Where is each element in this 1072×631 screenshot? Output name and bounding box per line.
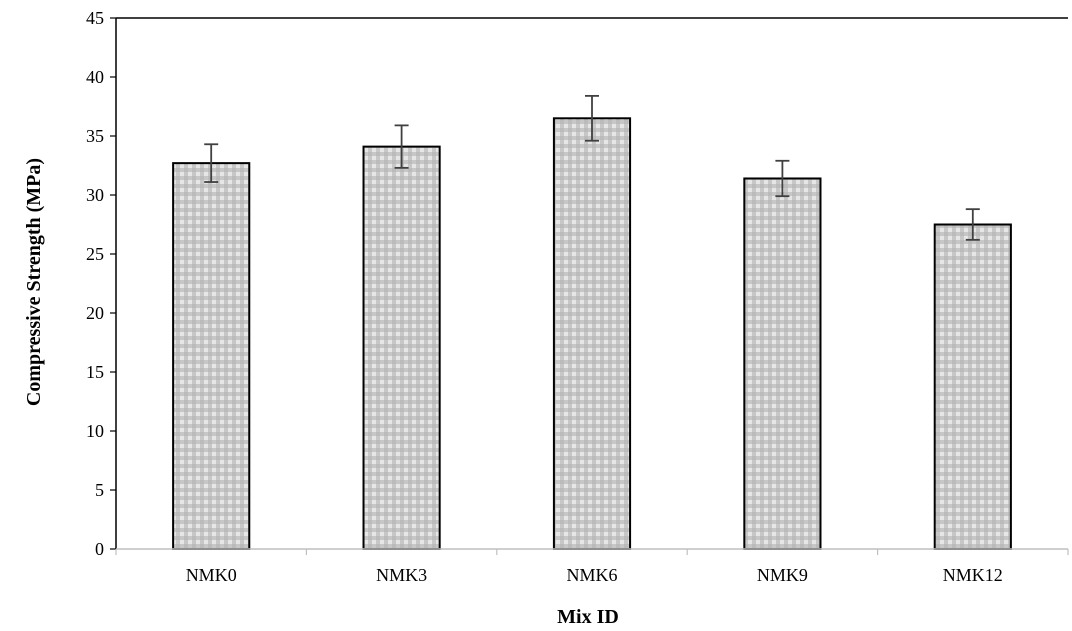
y-tick-label: 15 bbox=[86, 362, 104, 382]
error-bars bbox=[204, 94, 980, 241]
bars bbox=[172, 117, 1012, 551]
y-tick-label: 10 bbox=[86, 421, 104, 441]
bar-nmk0 bbox=[172, 162, 251, 550]
y-tick-label: 0 bbox=[95, 539, 104, 559]
x-axis-ticks: NMK0 NMK3 NMK6 NMK9 NMK12 bbox=[115, 549, 1069, 585]
x-tick-label-nmk9: NMK9 bbox=[757, 565, 808, 585]
y-tick-label: 45 bbox=[86, 8, 104, 28]
error-bar-nmk12 bbox=[965, 208, 980, 241]
error-bar-nmk9 bbox=[775, 159, 790, 198]
x-tick-label-nmk6: NMK6 bbox=[566, 565, 617, 585]
x-tick-label-nmk3: NMK3 bbox=[376, 565, 427, 585]
y-tick-label: 30 bbox=[86, 185, 104, 205]
bar-nmk6 bbox=[552, 117, 632, 551]
bar-nmk9 bbox=[743, 177, 822, 550]
y-tick-label: 25 bbox=[86, 244, 104, 264]
y-tick-label: 20 bbox=[86, 303, 104, 323]
y-tick-label: 5 bbox=[95, 480, 104, 500]
plot-area: 0 5 10 15 20 25 30 35 40 45 NMK0 NMK3 NMK6 NMK9 NMK12 bbox=[86, 8, 1069, 585]
y-tick-label: 40 bbox=[86, 67, 104, 87]
error-bar-nmk6 bbox=[585, 94, 599, 142]
error-bar-nmk0 bbox=[204, 143, 219, 183]
y-tick-label: 35 bbox=[86, 126, 104, 146]
x-tick-label-nmk12: NMK12 bbox=[943, 565, 1003, 585]
x-tick-label-nmk0: NMK0 bbox=[186, 565, 237, 585]
error-bar-nmk3 bbox=[394, 124, 409, 169]
bar-nmk3 bbox=[362, 145, 441, 550]
y-axis-title: Compressive Strength (MPa) bbox=[23, 158, 45, 406]
bar-nmk12 bbox=[933, 223, 1012, 550]
x-axis-title: Mix ID bbox=[557, 606, 619, 628]
y-axis-ticks: 0 5 10 15 20 25 30 35 40 45 bbox=[86, 8, 116, 559]
